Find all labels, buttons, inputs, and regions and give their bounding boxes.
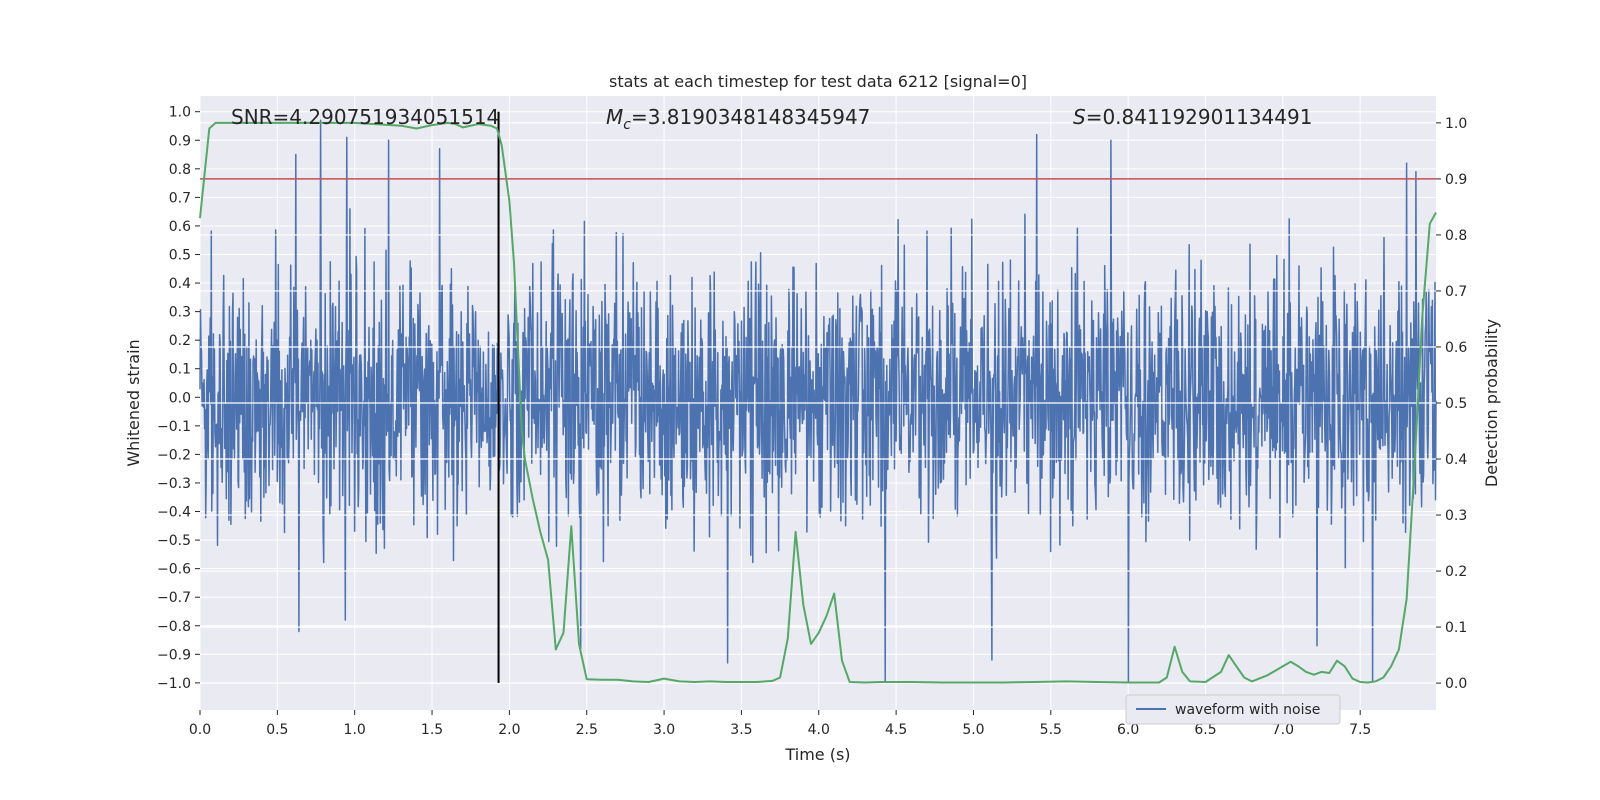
left-y-tick-label: 0.7	[169, 190, 191, 206]
left-y-tick-label: −0.6	[157, 562, 191, 578]
x-tick-label: 1.5	[421, 722, 443, 738]
left-y-tick-label: 0.3	[169, 305, 191, 321]
chirp-mass-annotation: Mc=3.8190348148345947	[606, 105, 870, 133]
left-y-axis-label: Whitened strain	[124, 339, 143, 466]
x-tick-label: 7.0	[1272, 722, 1294, 738]
x-tick-label: 6.0	[1117, 722, 1139, 738]
x-tick-label: 0.0	[189, 722, 211, 738]
legend-label: waveform with noise	[1175, 702, 1320, 718]
legend-box	[1125, 694, 1341, 725]
right-y-tick-label: 0.0	[1445, 676, 1467, 692]
waveform-line	[199, 119, 1437, 684]
probability-line	[199, 121, 1437, 684]
s-value: =0.841192901134491	[1086, 105, 1313, 129]
x-tick-label: 5.0	[962, 722, 984, 738]
x-tick-label: 3.5	[730, 722, 752, 738]
x-axis-label: Time (s)	[784, 745, 850, 764]
chirp-mass-symbol: M	[606, 105, 623, 129]
right-y-tick-label: 0.5	[1445, 396, 1467, 412]
x-tick-label: 4.0	[808, 722, 830, 738]
left-y-tick-label: 0.4	[169, 276, 191, 292]
left-y-tick-label: −0.8	[157, 619, 191, 635]
x-tick-label: 4.5	[885, 722, 907, 738]
legend: waveform with noise	[1125, 694, 1341, 725]
left-y-tick-label: 0.8	[169, 162, 191, 178]
right-y-tick-label: 0.7	[1445, 284, 1467, 300]
left-y-axis-ticks: −1.0 −0.9 −0.8 −0.7 −0.6 −0.5 −0.4 −0.3 −0.2 −0.1…	[157, 105, 200, 692]
right-y-tick-label: 1.0	[1445, 116, 1467, 132]
left-y-tick-label: 0.1	[169, 362, 191, 378]
left-y-tick-label: 0.2	[169, 333, 191, 349]
right-y-tick-label: 0.6	[1445, 340, 1467, 356]
detection-probability-series	[199, 121, 1437, 684]
left-y-tick-label: −0.2	[157, 447, 191, 463]
left-y-tick-label: −0.3	[157, 476, 191, 492]
s-symbol: S	[1073, 105, 1086, 129]
right-y-tick-label: 0.9	[1445, 172, 1467, 188]
left-y-tick-label: 0.6	[169, 219, 191, 235]
left-y-tick-label: −0.5	[157, 533, 191, 549]
x-tick-label: 6.5	[1194, 722, 1216, 738]
left-y-tick-label: 0.9	[169, 133, 191, 149]
left-y-tick-label: −0.7	[157, 590, 191, 606]
right-y-axis-ticks: 0.0 0.1 0.2 0.3 0.4 0.5 0.6 0.7 0.8 0.9 1.0	[1436, 116, 1467, 692]
x-tick-label: 3.0	[653, 722, 675, 738]
left-y-tick-label: 1.0	[169, 105, 191, 121]
left-y-tick-label: −0.9	[157, 647, 191, 663]
right-y-tick-label: 0.2	[1445, 564, 1467, 580]
waveform-series	[199, 119, 1437, 684]
left-y-tick-label: 0.0	[169, 390, 191, 406]
left-y-tick-label: 0.5	[169, 247, 191, 263]
x-tick-label: 0.5	[266, 722, 288, 738]
right-y-tick-label: 0.1	[1445, 620, 1467, 636]
s-annotation: S=0.841192901134491	[1073, 105, 1312, 129]
right-y-tick-label: 0.4	[1445, 452, 1467, 468]
x-tick-label: 7.5	[1349, 722, 1371, 738]
left-y-tick-label: −0.1	[157, 419, 191, 435]
x-axis-ticks: 0.0 0.5 1.0 1.5 2.0 2.5 3.0 3.5 4.0 4.5 5.0 5.5 6.0 6…	[189, 710, 1371, 738]
left-y-tick-label: −1.0	[157, 676, 191, 692]
right-y-tick-label: 0.8	[1445, 228, 1467, 244]
x-tick-label: 2.5	[576, 722, 598, 738]
right-y-tick-label: 0.3	[1445, 508, 1467, 524]
chart-title: stats at each timestep for test data 621…	[609, 72, 1027, 91]
x-tick-label: 2.0	[498, 722, 520, 738]
right-y-axis-label: Detection probability	[1482, 319, 1501, 487]
chirp-mass-subscript: c	[623, 117, 631, 133]
x-tick-label: 1.0	[344, 722, 366, 738]
chirp-mass-value: =3.8190348148345947	[631, 105, 870, 129]
left-y-tick-label: −0.4	[157, 505, 191, 521]
snr-annotation: SNR=4.290751934051514	[231, 105, 499, 129]
x-tick-label: 5.5	[1040, 722, 1062, 738]
